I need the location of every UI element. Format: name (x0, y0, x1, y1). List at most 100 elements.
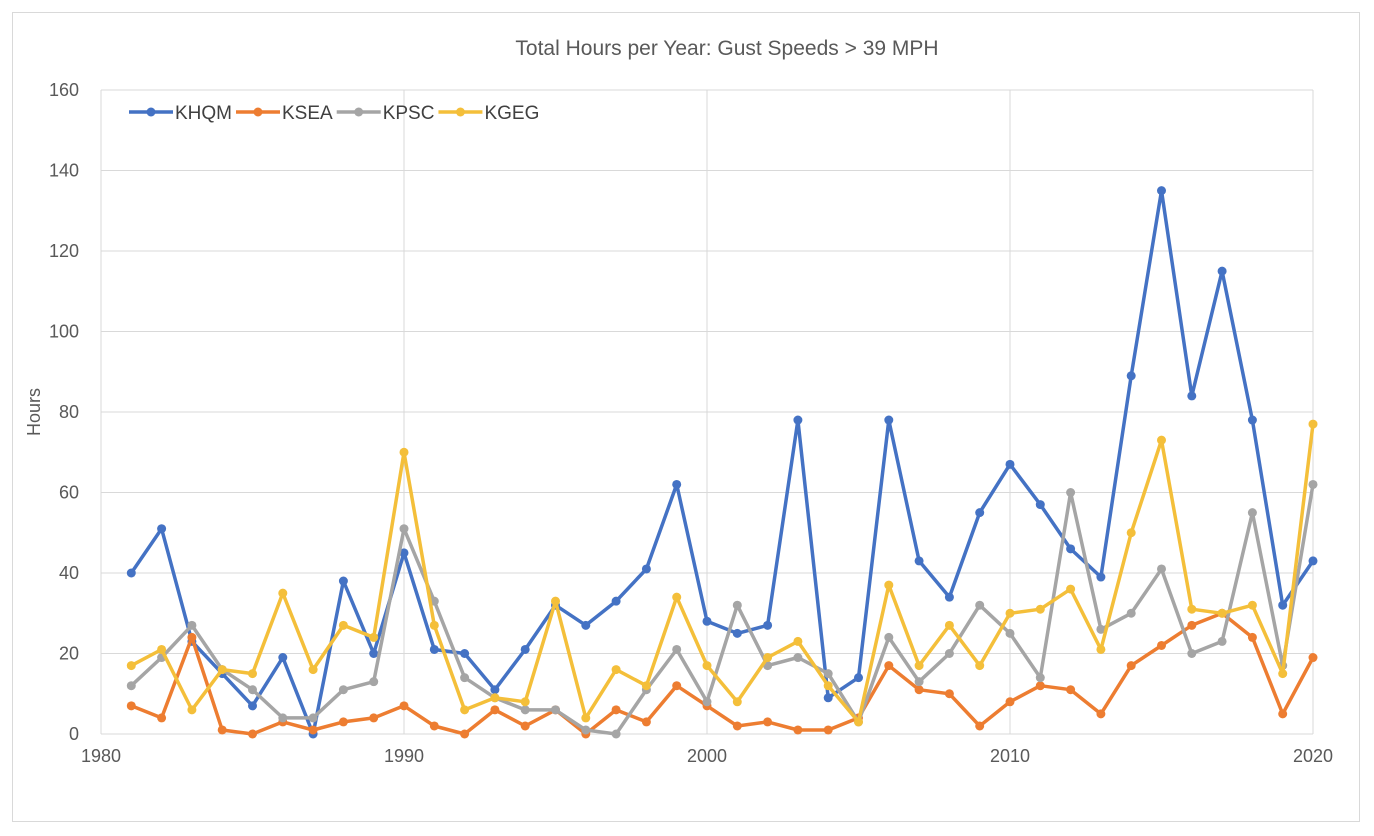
data-point (551, 705, 560, 715)
data-point (1278, 669, 1288, 679)
data-point (1066, 584, 1076, 594)
data-point (1278, 709, 1288, 719)
data-point (823, 669, 833, 679)
data-point (490, 685, 500, 695)
line-chart: 1980 1990 2000 2010 2020 0 20 40 60 80 100 120 140 1… (24, 37, 1333, 766)
data-point (1096, 572, 1106, 582)
data-point (944, 620, 954, 630)
data-point (672, 592, 682, 602)
data-point (338, 685, 348, 695)
legend-label: KHQM (175, 103, 232, 124)
data-point (1126, 661, 1136, 671)
y-tick-label: 40 (59, 563, 79, 583)
data-point (399, 701, 409, 711)
data-point (1157, 435, 1166, 445)
data-point (672, 681, 682, 691)
data-point (399, 524, 409, 534)
data-point (278, 588, 288, 598)
grid-lines (100, 89, 1314, 735)
data-point (763, 653, 773, 663)
data-point (187, 620, 197, 630)
data-point (732, 697, 742, 707)
data-point (884, 415, 894, 425)
legend-item: KHQM (129, 103, 232, 124)
data-point (581, 725, 591, 735)
data-point (1157, 186, 1166, 196)
data-point (975, 721, 985, 731)
y-tick-label: 100 (49, 322, 79, 342)
data-point (1005, 628, 1015, 638)
data-point (611, 665, 621, 675)
data-point (248, 729, 257, 739)
data-point (1308, 556, 1318, 566)
data-point (1247, 508, 1257, 518)
data-point (884, 632, 894, 642)
data-point (611, 596, 621, 606)
data-point (1187, 620, 1197, 630)
x-tick-label: 1980 (81, 746, 121, 766)
data-point (944, 592, 954, 602)
series-line (130, 484, 1315, 736)
data-point (763, 620, 773, 630)
data-point (217, 725, 227, 735)
data-point (248, 701, 257, 711)
data-point (1247, 600, 1257, 610)
data-point (672, 644, 682, 654)
series-lines (126, 186, 1318, 739)
data-point (248, 685, 257, 695)
data-point (157, 713, 167, 723)
y-tick-label: 80 (59, 402, 79, 422)
data-point (308, 713, 318, 723)
y-tick-label: 0 (69, 724, 79, 744)
data-point (641, 564, 651, 574)
data-point (1096, 624, 1106, 634)
data-point (369, 649, 379, 658)
data-point (581, 713, 591, 723)
data-point (854, 717, 863, 727)
data-point (126, 661, 136, 671)
data-point (1126, 528, 1136, 538)
chart-title: Total Hours per Year: Gust Speeds > 39 M… (515, 37, 938, 60)
data-point (914, 556, 924, 566)
legend-item: KGEG (438, 103, 539, 124)
legend-label: KGEG (484, 103, 539, 124)
data-point (823, 681, 833, 691)
data-point (308, 665, 318, 675)
legend-marker (455, 107, 465, 117)
legend-marker (253, 107, 263, 117)
data-point (369, 713, 379, 723)
data-point (854, 673, 863, 683)
data-point (1308, 653, 1318, 663)
data-point (793, 725, 803, 735)
data-point (460, 649, 470, 658)
data-point (551, 596, 560, 606)
x-tick-label: 2010 (990, 746, 1030, 766)
data-point (520, 721, 530, 731)
data-point (944, 689, 954, 699)
data-point (338, 576, 348, 586)
data-point (1096, 709, 1106, 719)
data-point (520, 697, 530, 707)
data-point (1187, 649, 1197, 658)
data-point (1066, 488, 1076, 497)
legend-marker (146, 107, 156, 117)
data-point (460, 673, 470, 683)
data-point (914, 661, 924, 671)
series-kpsc (126, 479, 1318, 739)
data-point (338, 717, 348, 727)
data-point (399, 548, 409, 558)
data-point (793, 415, 803, 425)
data-point (611, 705, 621, 715)
data-point (975, 661, 985, 671)
data-point (126, 568, 136, 578)
y-tick-label: 120 (49, 241, 79, 261)
data-point (1096, 644, 1106, 654)
legend-label: KPSC (383, 103, 435, 124)
data-point (369, 632, 379, 642)
data-point (1217, 636, 1227, 646)
data-point (399, 447, 409, 457)
data-point (1157, 640, 1166, 650)
data-point (1005, 608, 1015, 618)
data-point (490, 705, 500, 715)
data-point (126, 701, 136, 711)
